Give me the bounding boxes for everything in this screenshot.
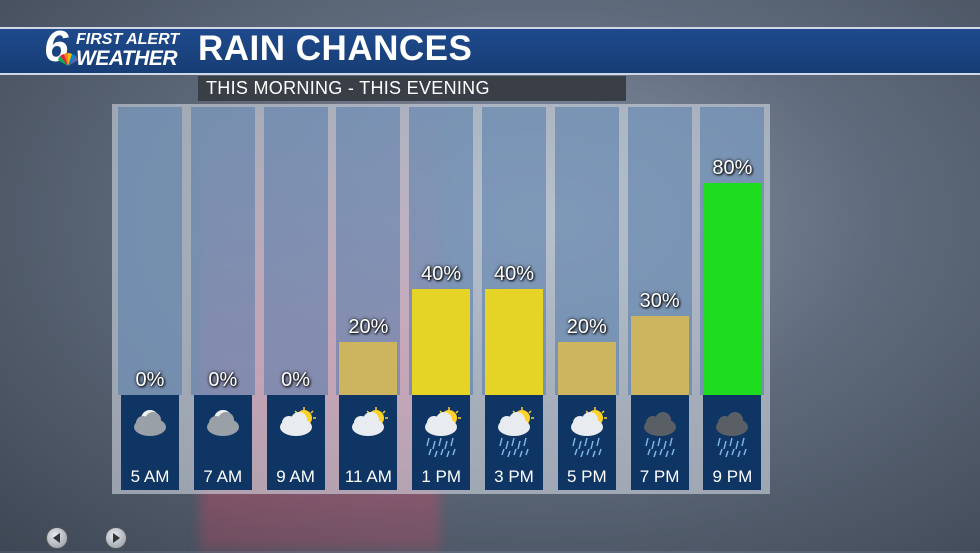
time-label: 5 AM bbox=[130, 467, 170, 486]
sun-showers-icon bbox=[419, 407, 463, 458]
bar-footer: 11 AM bbox=[339, 395, 398, 490]
partly-sunny-icon bbox=[274, 407, 318, 457]
bar-footer: 1 PM bbox=[412, 395, 471, 490]
bar-track bbox=[263, 107, 328, 395]
bar-value-label: 40% bbox=[493, 263, 535, 286]
bar-column: 80% 9 PM bbox=[700, 107, 765, 492]
bar-footer: 9 PM bbox=[703, 395, 762, 490]
time-label: 9 AM bbox=[276, 467, 315, 486]
bar-column: 30% 7 PM bbox=[627, 107, 692, 492]
bar-footer: 7 PM bbox=[630, 395, 689, 490]
triangle-left-icon bbox=[53, 533, 60, 543]
time-label: 11 AM bbox=[344, 467, 392, 486]
bar bbox=[630, 315, 689, 395]
bar-value-label: 40% bbox=[421, 263, 462, 286]
time-label: 1 PM bbox=[421, 467, 462, 486]
bar bbox=[485, 289, 543, 395]
bar-value-label: 0% bbox=[135, 369, 165, 391]
subtitle-bar: THIS MORNING - THIS EVENING bbox=[198, 76, 626, 101]
sun-showers-icon bbox=[565, 407, 609, 458]
bar-footer: 3 PM bbox=[485, 395, 543, 490]
bar bbox=[412, 289, 471, 395]
bar-column: 20% 5 PM bbox=[554, 107, 619, 492]
time-label: 7 PM bbox=[639, 467, 680, 486]
bar-column: 0% 9 AM bbox=[263, 107, 328, 492]
bar-footer: 5 AM bbox=[121, 395, 179, 490]
bar-column: 0% 5 AM bbox=[118, 107, 182, 492]
bar-footer: 5 PM bbox=[557, 395, 616, 490]
station-logo: 6 FIRST ALERT WEATHER bbox=[44, 25, 194, 71]
bar-value-label: 0% bbox=[208, 369, 238, 391]
bar-footer: 9 AM bbox=[266, 395, 325, 490]
bar-column: 20% 11 AM bbox=[336, 107, 401, 492]
partly-cloudy-night-icon bbox=[201, 407, 245, 457]
time-label: 9 PM bbox=[712, 467, 753, 486]
rain-cloud-icon bbox=[638, 407, 682, 458]
sun-showers-icon bbox=[492, 407, 536, 458]
logo-weather: WEATHER bbox=[76, 47, 178, 70]
logo-first-alert: FIRST ALERT bbox=[76, 31, 180, 48]
peacock-icon bbox=[58, 53, 78, 66]
bar-column: 0% 7 AM bbox=[190, 107, 255, 492]
prev-button[interactable] bbox=[46, 527, 68, 549]
partly-cloudy-night-icon bbox=[128, 407, 172, 457]
bar bbox=[339, 342, 398, 395]
bar-footer: 7 AM bbox=[193, 395, 252, 490]
rain-cloud-icon bbox=[710, 407, 754, 458]
bar-value-label: 20% bbox=[348, 316, 389, 338]
bar-column: 40% 1 PM bbox=[409, 107, 474, 492]
triangle-right-icon bbox=[113, 533, 120, 543]
bar-track bbox=[118, 107, 182, 395]
page-title: RAIN CHANCES bbox=[198, 29, 473, 68]
time-label: 3 PM bbox=[494, 467, 534, 486]
bar bbox=[703, 183, 762, 395]
bar-column: 40% 3 PM bbox=[482, 107, 546, 492]
next-button[interactable] bbox=[105, 527, 127, 549]
header-bar bbox=[0, 27, 980, 75]
time-label: 7 AM bbox=[203, 467, 243, 486]
bar-value-label: 20% bbox=[566, 316, 607, 338]
partly-sunny-icon bbox=[346, 407, 390, 457]
time-label: 5 PM bbox=[566, 467, 607, 486]
bar-track bbox=[190, 107, 255, 395]
bar bbox=[557, 342, 616, 395]
bar-value-label: 0% bbox=[281, 369, 311, 391]
bar-value-label: 30% bbox=[639, 289, 680, 312]
bar-value-label: 80% bbox=[712, 157, 753, 180]
